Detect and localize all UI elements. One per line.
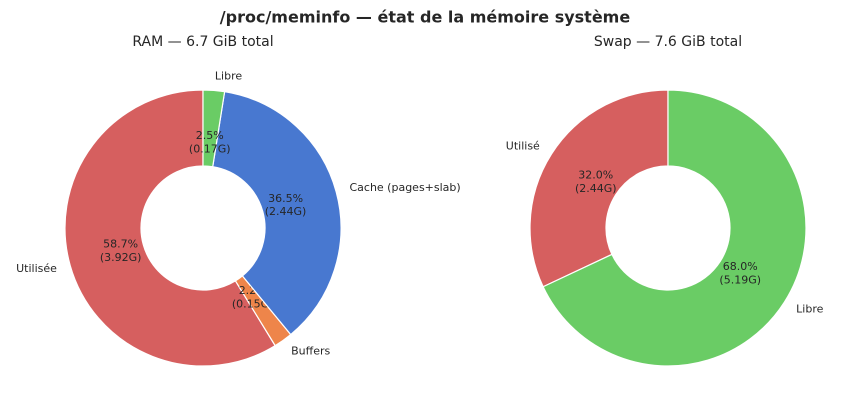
wedge-label: Buffers: [291, 345, 330, 358]
wedge-value-label: 58.7% (3.92G): [100, 238, 142, 264]
subplot-title: RAM — 6.7 GiB total: [132, 34, 273, 50]
donut-wedge: [529, 89, 669, 288]
donut-wedge: [64, 89, 276, 367]
wedge-value-label: 2.5% (0.17G): [189, 129, 231, 155]
wedge-label: Libre: [215, 70, 242, 83]
wedge-label: Libre: [796, 302, 823, 315]
wedge-label: Utilisée: [16, 262, 57, 275]
donut-wedge: [542, 89, 807, 367]
wedge-value-label: 36.5% (2.44G): [265, 192, 307, 218]
subplot-title: Swap — 7.6 GiB total: [594, 34, 742, 50]
donut-wedge: [202, 89, 226, 168]
wedge-value-label: 68.0% (5.19G): [719, 260, 761, 286]
wedge-value-label: 32.0% (2.44G): [575, 169, 617, 195]
wedge-label: Utilisé: [506, 140, 540, 153]
page-title: /proc/meminfo — état de la mémoire systè…: [220, 8, 631, 27]
donut-wedge: [212, 91, 342, 336]
wedge-label: Cache (pages+slab): [349, 181, 460, 194]
